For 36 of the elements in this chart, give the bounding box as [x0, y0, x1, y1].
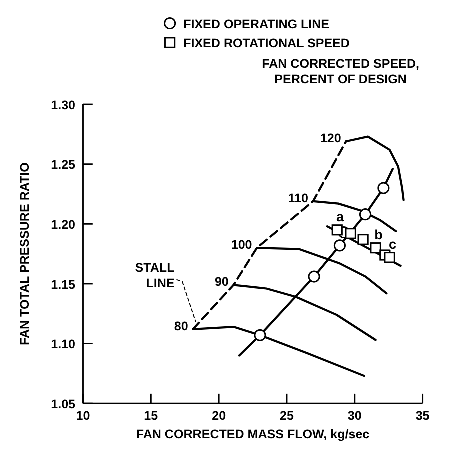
point	[359, 208, 372, 221]
x-tick-label: 25	[280, 408, 294, 423]
point	[358, 234, 369, 246]
y-tick-label: 1.25	[51, 158, 76, 172]
annotation: c	[388, 236, 397, 252]
series-label: 80	[174, 319, 188, 334]
y-tick-label: 1.20	[51, 218, 76, 232]
point	[308, 270, 320, 283]
point	[384, 252, 396, 264]
point	[378, 182, 390, 194]
legend-title: FAN CORRECTED SPEED, PERCENT OF DESIGN	[262, 56, 420, 86]
point	[254, 329, 266, 342]
y-tick-label: 1.15	[51, 278, 76, 292]
series-label: 110	[288, 191, 309, 206]
legend-label: FIXED ROTATIONAL SPEED	[184, 36, 350, 51]
series-label: 120	[320, 132, 342, 146]
point	[332, 224, 343, 236]
x-tick-label: 30	[348, 408, 362, 423]
series-label: 90	[214, 275, 229, 290]
x-tick-label: 20	[212, 408, 226, 423]
point	[334, 240, 346, 252]
legend-label: FIXED OPERATING LINE	[184, 17, 330, 32]
x-tick-label: 35	[416, 408, 430, 423]
x-tick-label: 10	[76, 408, 90, 423]
y-tick-label: 1.05	[51, 397, 76, 412]
annotation: b	[374, 227, 383, 242]
point	[370, 242, 382, 254]
annotation: STALL LINE	[135, 261, 176, 291]
series-label: 100	[231, 238, 252, 252]
x-tick-label: 15	[144, 408, 158, 423]
y-tick-label: 1.10	[51, 338, 76, 352]
y-axis-title: FAN TOTAL PRESSURE RATIO	[18, 162, 32, 346]
x-axis-title: FAN CORRECTED MASS FLOW, kg/sec	[136, 427, 370, 442]
point	[345, 228, 356, 240]
annotation: a	[336, 209, 345, 224]
y-tick-label: 1.30	[51, 98, 76, 112]
